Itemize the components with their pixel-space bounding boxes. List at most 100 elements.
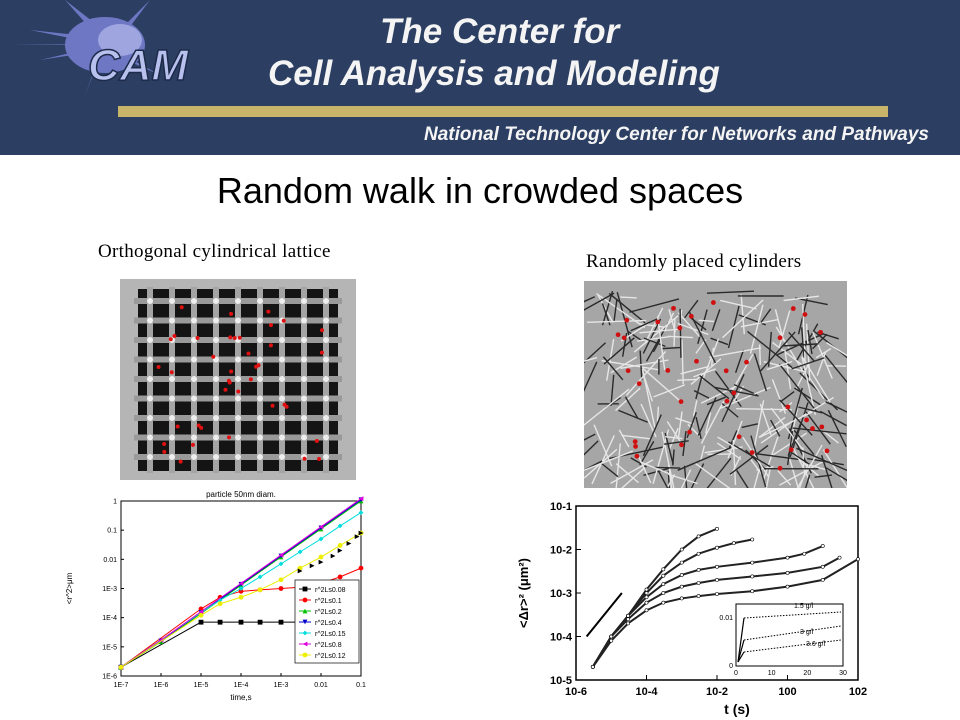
cylinder — [807, 329, 813, 355]
particle — [302, 456, 307, 461]
x-tick-label: 102 — [849, 686, 867, 698]
cylinder — [778, 363, 817, 412]
data-point — [609, 634, 614, 639]
data-point — [118, 664, 124, 670]
cylinder — [778, 310, 791, 347]
x-tick-label: 1E-7 — [114, 682, 129, 689]
particle — [687, 429, 692, 435]
cylinder — [729, 444, 769, 475]
legend-label: r^2Ls0.12 — [315, 653, 346, 660]
cylinder — [684, 299, 699, 319]
lattice-node — [191, 454, 197, 460]
lattice-node — [257, 356, 263, 363]
inset-x-tick-label: 30 — [839, 670, 847, 677]
lattice-node — [213, 434, 219, 441]
inset-y-tick-label: 0 — [729, 663, 733, 670]
cylinder — [584, 433, 596, 441]
cylinder — [701, 338, 720, 381]
cylinder — [770, 407, 804, 451]
cylinder — [663, 312, 675, 332]
random-cylinders-image — [584, 281, 847, 488]
inset-curve — [737, 617, 745, 663]
lattice-node — [147, 356, 153, 363]
particle — [633, 443, 638, 449]
cylinder — [606, 339, 615, 381]
data-point — [696, 567, 701, 572]
data-point — [644, 600, 649, 605]
particle — [195, 336, 200, 341]
lattice-node — [235, 356, 241, 363]
y-tick-label: 10-1 — [550, 501, 572, 513]
x-tick-label: 10-2 — [706, 686, 728, 698]
x-tick-label: 1E-3 — [274, 682, 289, 689]
logo-text: CAM — [88, 41, 190, 90]
data-point — [337, 574, 343, 580]
particle — [785, 404, 791, 410]
lattice-node — [257, 317, 263, 324]
particle — [178, 459, 183, 464]
particle — [320, 328, 325, 333]
cylinder — [661, 431, 675, 488]
lattice-node — [213, 454, 219, 460]
cylinder — [667, 464, 673, 488]
lattice-node — [169, 434, 175, 441]
lattice-node — [147, 317, 153, 324]
cylinder — [639, 461, 670, 475]
cylinder — [717, 436, 739, 450]
cylinder — [591, 435, 615, 485]
cylinder — [668, 309, 677, 333]
y-tick-label: 1E-4 — [102, 615, 117, 622]
lattice-node — [279, 356, 285, 363]
data-point — [609, 638, 614, 643]
data-point — [337, 523, 343, 529]
lattice-node — [235, 454, 241, 460]
inset-label: 1.5 g/l — [794, 603, 814, 610]
data-point — [644, 608, 649, 613]
data-point — [217, 619, 223, 625]
particle — [688, 313, 694, 319]
particle — [777, 465, 783, 471]
cylinder — [766, 360, 793, 371]
particle — [228, 335, 233, 340]
cylinder — [802, 447, 805, 468]
cylinder — [812, 333, 828, 350]
particle — [810, 426, 815, 431]
cylinder — [584, 357, 598, 362]
cylinder — [642, 318, 662, 354]
particle — [281, 318, 286, 323]
lattice-node — [169, 376, 175, 382]
cylinder — [820, 410, 847, 427]
lattice-node — [323, 337, 329, 343]
data-point — [820, 564, 825, 569]
lattice-node — [235, 317, 241, 324]
particle — [671, 305, 676, 311]
data-point — [785, 570, 790, 575]
series-r^2Ls0.12 — [118, 530, 364, 670]
cylinder — [618, 429, 630, 448]
data-point — [731, 541, 736, 546]
cam-logo: CAM — [10, 0, 190, 95]
cylinder — [624, 396, 639, 419]
series-r^2Ls0.08 — [118, 619, 324, 670]
cylinder — [793, 429, 815, 456]
cylinder — [667, 335, 694, 339]
cylinder — [811, 331, 833, 379]
cylinder — [677, 378, 698, 381]
cylinder — [787, 387, 803, 440]
y-tick-label: 1E-5 — [102, 644, 117, 651]
cylinder — [760, 308, 772, 323]
cylinder — [709, 347, 762, 359]
particle — [749, 450, 755, 455]
data-point — [318, 536, 324, 542]
data-point — [715, 592, 719, 596]
data-point — [750, 574, 755, 579]
cylinder — [625, 351, 667, 396]
legend-label: r^2Ls0.1 — [315, 598, 342, 605]
data-point — [856, 557, 860, 562]
data-point — [337, 548, 343, 553]
particle — [175, 424, 180, 429]
data-point — [302, 641, 308, 647]
particle — [229, 369, 234, 374]
particle — [319, 350, 324, 355]
lattice-node — [323, 395, 329, 402]
